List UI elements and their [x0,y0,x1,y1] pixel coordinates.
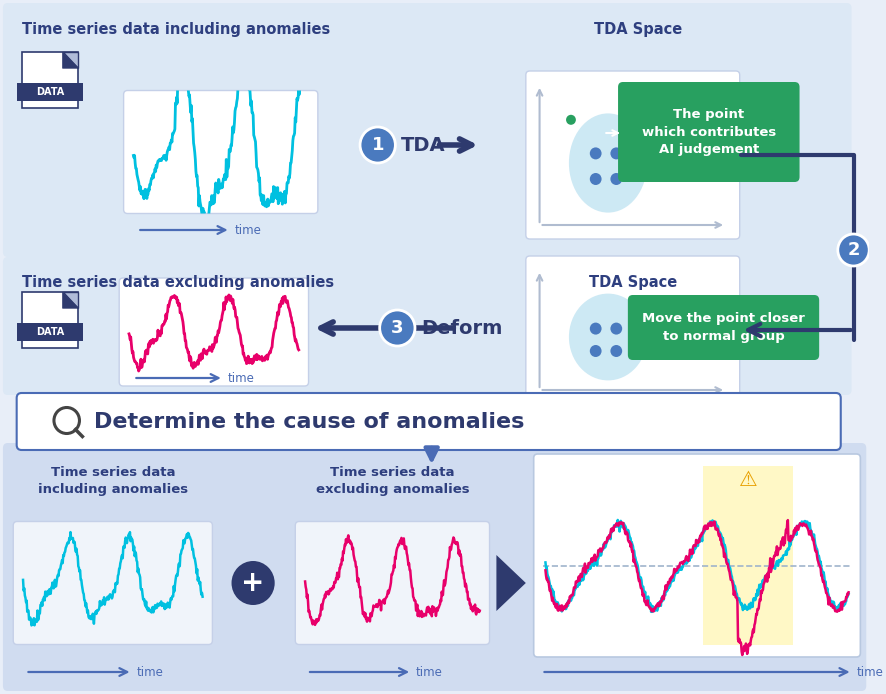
Text: Time series data including anomalies: Time series data including anomalies [21,22,330,37]
FancyBboxPatch shape [533,454,860,657]
Text: time: time [136,666,163,679]
Text: TDA Space: TDA Space [594,22,682,37]
Circle shape [590,345,602,357]
Polygon shape [496,555,525,611]
Text: TDA: TDA [401,135,446,155]
Text: Time series data excluding anomalies: Time series data excluding anomalies [21,275,334,290]
Text: 1: 1 [371,136,384,154]
FancyBboxPatch shape [3,443,867,691]
Text: time: time [857,666,883,679]
Polygon shape [63,52,79,68]
Circle shape [610,345,622,357]
FancyBboxPatch shape [628,295,820,360]
Text: Deform: Deform [421,319,502,337]
FancyBboxPatch shape [525,71,740,239]
Bar [703,466,793,645]
Text: time: time [228,371,254,384]
FancyBboxPatch shape [120,278,308,386]
Text: TDA Space: TDA Space [588,275,677,290]
Circle shape [590,323,602,335]
FancyBboxPatch shape [124,90,318,214]
Circle shape [566,115,576,125]
Ellipse shape [569,113,647,212]
FancyBboxPatch shape [17,393,841,450]
Text: The point
which contributes
AI judgement: The point which contributes AI judgement [641,108,776,156]
Ellipse shape [569,294,647,380]
FancyBboxPatch shape [13,521,213,645]
Text: time: time [235,223,261,237]
Circle shape [590,147,602,160]
FancyBboxPatch shape [295,521,490,645]
Bar [17,323,83,341]
Circle shape [590,173,602,185]
Text: ⚠: ⚠ [739,470,758,490]
Text: time: time [416,666,443,679]
Circle shape [360,127,395,163]
Polygon shape [63,292,79,308]
Circle shape [610,173,622,185]
Circle shape [231,561,275,605]
Circle shape [380,310,415,346]
Text: DATA: DATA [36,87,64,97]
Text: Time series data
including anomalies: Time series data including anomalies [38,466,188,496]
Text: 3: 3 [391,319,403,337]
Polygon shape [63,292,79,308]
Text: Move the point closer
to normal group: Move the point closer to normal group [642,312,805,343]
Text: +: + [241,569,265,597]
Text: DATA: DATA [36,327,64,337]
Text: Time series data
excluding anomalies: Time series data excluding anomalies [315,466,470,496]
Polygon shape [63,52,79,68]
Bar [21,292,79,348]
Bar [21,52,79,108]
FancyBboxPatch shape [618,82,799,182]
Text: 2: 2 [847,241,859,259]
Circle shape [838,234,869,266]
FancyBboxPatch shape [525,256,740,404]
Bar [17,83,83,101]
Text: Determine the cause of anomalies: Determine the cause of anomalies [94,412,525,432]
Circle shape [610,147,622,160]
FancyBboxPatch shape [3,3,851,257]
Circle shape [610,323,622,335]
FancyBboxPatch shape [3,257,851,395]
